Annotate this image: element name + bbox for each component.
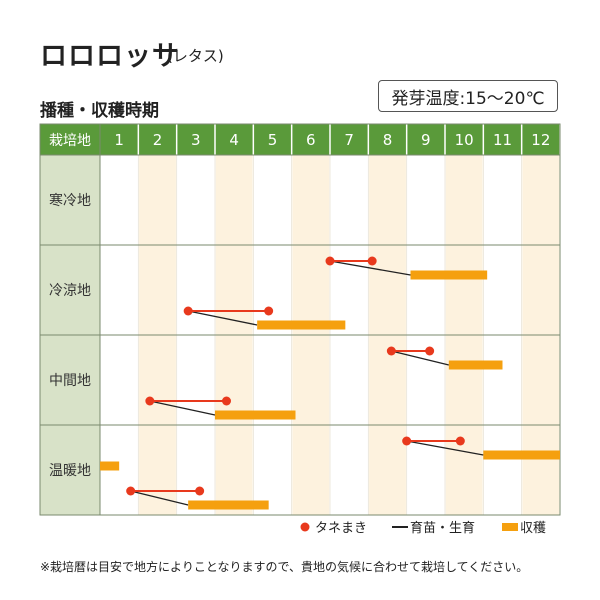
crop-subtitle: (レタス)	[167, 47, 224, 65]
sowing-dot	[264, 306, 274, 316]
harvest-bar	[483, 450, 560, 460]
region-label-cell	[40, 245, 100, 335]
sowing-dot	[183, 306, 193, 316]
region-label-2: 冷涼地	[49, 283, 91, 299]
month-label-3: 3	[191, 131, 201, 149]
sowing-dot	[325, 256, 335, 266]
sowing-dot	[425, 346, 435, 356]
sowing-dot	[455, 436, 465, 446]
month-label-6: 6	[306, 131, 316, 149]
month-label-10: 10	[455, 131, 474, 149]
month-label-5: 5	[268, 131, 278, 149]
region-label-3: 中間地	[49, 373, 91, 389]
month-label-8: 8	[383, 131, 393, 149]
sowing-dot	[402, 436, 412, 446]
sowing-dot	[386, 346, 396, 356]
harvest-bar	[448, 360, 503, 370]
region-label-cell	[40, 155, 100, 245]
month-label-11: 11	[493, 131, 512, 149]
chart-border	[39, 123, 561, 516]
legend-label-growth: 育苗・生育	[410, 520, 475, 536]
month-label-4: 4	[229, 131, 239, 149]
harvest-bar	[215, 410, 296, 420]
growth-line	[130, 490, 189, 506]
sowing-dot	[195, 486, 205, 496]
growth-line	[391, 350, 449, 366]
legend-sowing-marker	[300, 522, 310, 532]
month-label-2: 2	[153, 131, 163, 149]
section-heading: 播種・収穫時期	[40, 101, 159, 121]
sowing-dot	[145, 396, 155, 406]
month-label-9: 9	[421, 131, 431, 149]
footnote: ※栽培暦は目安で地方によりことなりますので、貴地の気候に合わせて栽培してください…	[40, 560, 529, 574]
harvest-bar	[410, 270, 488, 280]
crop-title: ロロロッサ	[40, 41, 180, 72]
region-label-1: 寒冷地	[49, 192, 91, 209]
legend-label-sowing: タネまき	[315, 521, 367, 536]
sowing-dot	[222, 396, 231, 406]
germination-temp-box: 発芽温度:15〜20℃	[378, 80, 558, 112]
region-label-4: 温暖地	[49, 463, 91, 479]
month-label-1: 1	[114, 131, 124, 149]
corner-label: 栽培地	[49, 133, 91, 149]
growth-line	[188, 310, 258, 326]
legend-harvest-marker	[502, 523, 518, 531]
harvest-bar	[257, 320, 346, 330]
month-label-7: 7	[344, 131, 354, 149]
sowing-dot	[367, 256, 377, 266]
growth-line	[149, 400, 216, 416]
sowing-dot	[126, 486, 136, 496]
growth-line	[329, 260, 411, 276]
harvest-bar	[188, 500, 269, 510]
legend-label-harvest: 収穫	[520, 521, 546, 536]
region-label-cell	[40, 335, 100, 425]
header-bar	[40, 124, 560, 155]
growth-line	[406, 440, 484, 456]
harvest-bar	[100, 461, 120, 471]
germination-temp-label: 発芽温度:15〜20℃	[391, 88, 545, 109]
region-label-cell	[40, 425, 100, 515]
month-label-12: 12	[531, 131, 550, 149]
